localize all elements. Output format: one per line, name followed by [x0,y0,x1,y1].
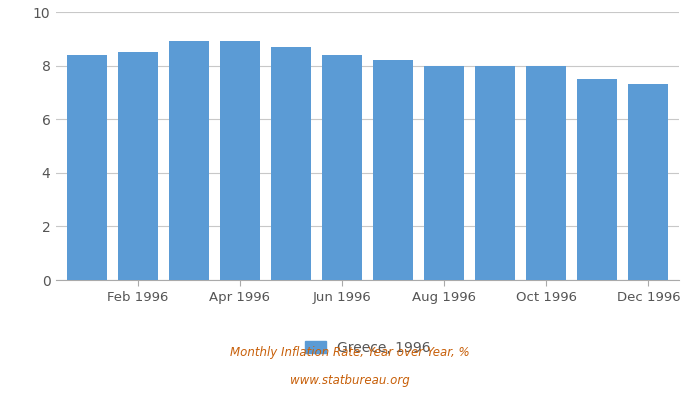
Bar [271,47,311,280]
Text: www.statbureau.org: www.statbureau.org [290,374,410,387]
Bar [475,66,515,280]
Bar [373,60,413,280]
Bar [629,84,668,280]
Bar [526,66,566,280]
Bar [424,66,464,280]
Legend: Greece, 1996: Greece, 1996 [299,335,436,360]
Bar [578,79,617,280]
Bar [118,52,158,280]
Bar [220,42,260,280]
Text: Monthly Inflation Rate, Year over Year, %: Monthly Inflation Rate, Year over Year, … [230,346,470,359]
Bar [322,55,362,280]
Bar [169,42,209,280]
Bar [66,55,106,280]
